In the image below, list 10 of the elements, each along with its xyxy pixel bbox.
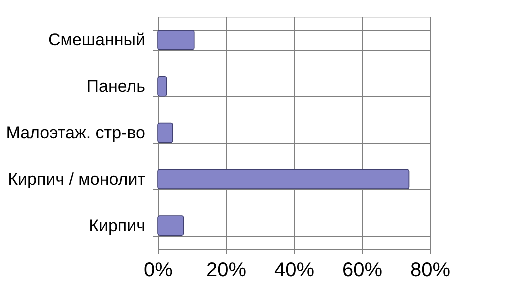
x-tick-label: 80%: [410, 260, 451, 282]
x-tick-label: 40%: [274, 260, 315, 282]
y-tick-label: Смешанный: [48, 30, 146, 50]
x-tick-label: 60%: [342, 260, 383, 282]
x-tick-label: 0%: [144, 260, 174, 282]
y-tick-label: Панель: [86, 77, 146, 96]
y-tick-label: Малоэтаж. стр-во: [6, 124, 146, 142]
y-tick-label: Кирпич / монолит: [8, 170, 146, 189]
y-tick-label: Кирпич: [89, 216, 146, 236]
x-tick-label: 20%: [206, 260, 247, 282]
